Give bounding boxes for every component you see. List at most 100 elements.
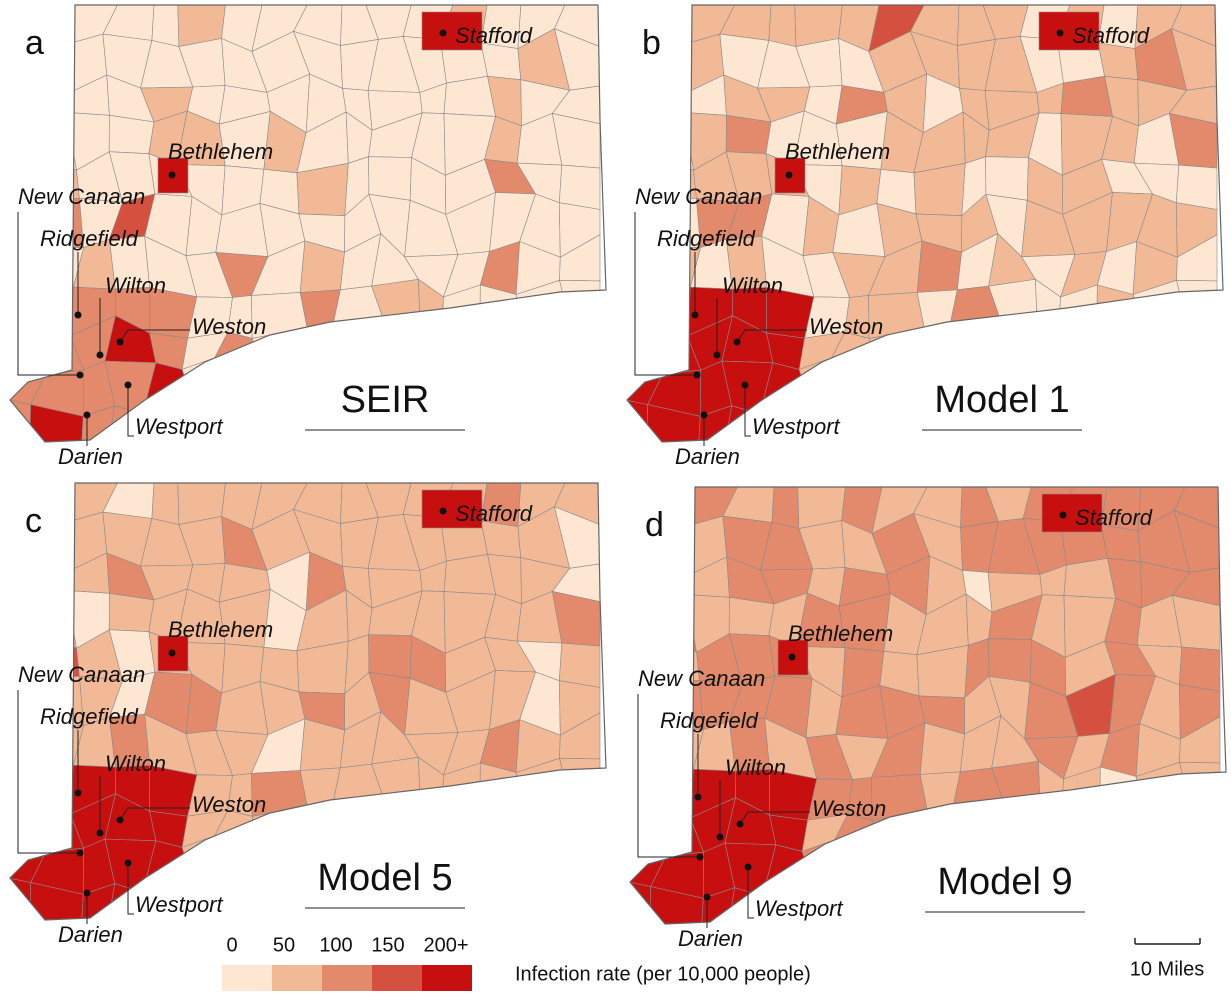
town bbox=[834, 839, 890, 893]
town bbox=[1175, 362, 1218, 422]
town bbox=[627, 277, 664, 323]
town-label: New Canaan bbox=[18, 662, 145, 687]
leader-line bbox=[17, 690, 80, 854]
town bbox=[558, 319, 601, 365]
town bbox=[477, 896, 530, 920]
town bbox=[630, 759, 667, 805]
legend: 0 50 100 150 200+ bbox=[222, 934, 472, 991]
town-label: Darien bbox=[678, 926, 743, 951]
town bbox=[10, 547, 44, 602]
model-name: Model 1 bbox=[934, 379, 1069, 421]
town bbox=[567, 895, 601, 920]
town-dot bbox=[713, 351, 721, 359]
town bbox=[916, 644, 969, 699]
town bbox=[627, 314, 664, 381]
town bbox=[453, 839, 493, 898]
town bbox=[656, 572, 694, 606]
town bbox=[479, 802, 529, 844]
town bbox=[36, 568, 74, 602]
town-label: Bethlehem bbox=[168, 139, 273, 164]
town bbox=[1104, 364, 1139, 421]
town bbox=[725, 114, 772, 155]
town-stafford bbox=[1038, 11, 1100, 51]
town bbox=[831, 357, 887, 411]
state-outline bbox=[9, 482, 607, 921]
town bbox=[42, 279, 74, 337]
town bbox=[985, 156, 1029, 201]
state-outline bbox=[629, 486, 1227, 925]
town bbox=[10, 314, 47, 381]
model-name: SEIR bbox=[341, 379, 430, 421]
scale-label: 10 Miles bbox=[1130, 958, 1204, 980]
town bbox=[516, 841, 569, 900]
legend-swatch bbox=[422, 965, 472, 991]
legend-swatch bbox=[372, 965, 422, 991]
town bbox=[559, 279, 601, 322]
state-outline bbox=[9, 4, 607, 443]
town bbox=[868, 409, 921, 442]
town-label: New Canaan bbox=[635, 184, 762, 209]
town bbox=[487, 364, 522, 421]
legend-label: 150 bbox=[371, 934, 404, 956]
town bbox=[871, 891, 924, 924]
town-dot bbox=[700, 411, 708, 419]
town bbox=[923, 327, 948, 379]
town bbox=[913, 162, 966, 217]
map-panel: Stafford Bethlehem New Canaan Ridgefield Wil… bbox=[9, 482, 607, 947]
leader-line bbox=[736, 329, 807, 343]
town bbox=[443, 403, 489, 442]
town-dot bbox=[736, 820, 744, 828]
town bbox=[10, 792, 47, 859]
town bbox=[1175, 319, 1218, 365]
map-panel: Stafford Bethlehem New Canaan Ridgefield Wil… bbox=[626, 4, 1224, 469]
town-dot bbox=[1059, 511, 1067, 519]
town bbox=[659, 111, 695, 171]
town bbox=[839, 400, 887, 442]
town-label: Ridgefield bbox=[660, 708, 759, 733]
town-dot bbox=[694, 793, 702, 801]
town bbox=[520, 897, 569, 920]
town bbox=[10, 595, 47, 648]
leader-line bbox=[744, 385, 751, 437]
town-dot bbox=[1056, 29, 1064, 37]
leader-line bbox=[747, 867, 754, 919]
town bbox=[214, 835, 270, 889]
town bbox=[1062, 802, 1113, 848]
town bbox=[1179, 761, 1221, 804]
town bbox=[260, 842, 310, 900]
town bbox=[627, 69, 661, 124]
town bbox=[443, 75, 496, 117]
town-label: Ridgefield bbox=[40, 226, 139, 251]
town bbox=[151, 483, 180, 525]
town bbox=[662, 593, 698, 653]
leader-line bbox=[739, 811, 810, 825]
town bbox=[10, 277, 47, 323]
town bbox=[516, 797, 570, 843]
town-dot bbox=[716, 833, 724, 841]
town bbox=[659, 279, 691, 337]
town bbox=[1140, 901, 1189, 924]
town bbox=[516, 319, 570, 365]
town bbox=[251, 409, 304, 442]
town bbox=[630, 796, 667, 863]
town bbox=[558, 840, 601, 900]
town-label: Stafford bbox=[1072, 23, 1150, 48]
town-dot bbox=[116, 338, 124, 346]
town-dot bbox=[76, 849, 84, 857]
leader-line bbox=[634, 212, 697, 376]
town bbox=[1137, 419, 1186, 442]
town bbox=[251, 887, 304, 920]
town bbox=[558, 362, 601, 422]
town bbox=[442, 320, 493, 366]
leader-line bbox=[127, 863, 134, 915]
town bbox=[1178, 801, 1221, 847]
legend-label: 0 bbox=[226, 934, 237, 956]
town bbox=[368, 156, 412, 201]
leader-line bbox=[119, 807, 190, 821]
town bbox=[630, 728, 668, 763]
town-label: Darien bbox=[58, 922, 123, 947]
town-label: Darien bbox=[675, 444, 740, 469]
legend-label: 200+ bbox=[423, 934, 468, 956]
town bbox=[477, 418, 530, 442]
town bbox=[407, 794, 461, 841]
